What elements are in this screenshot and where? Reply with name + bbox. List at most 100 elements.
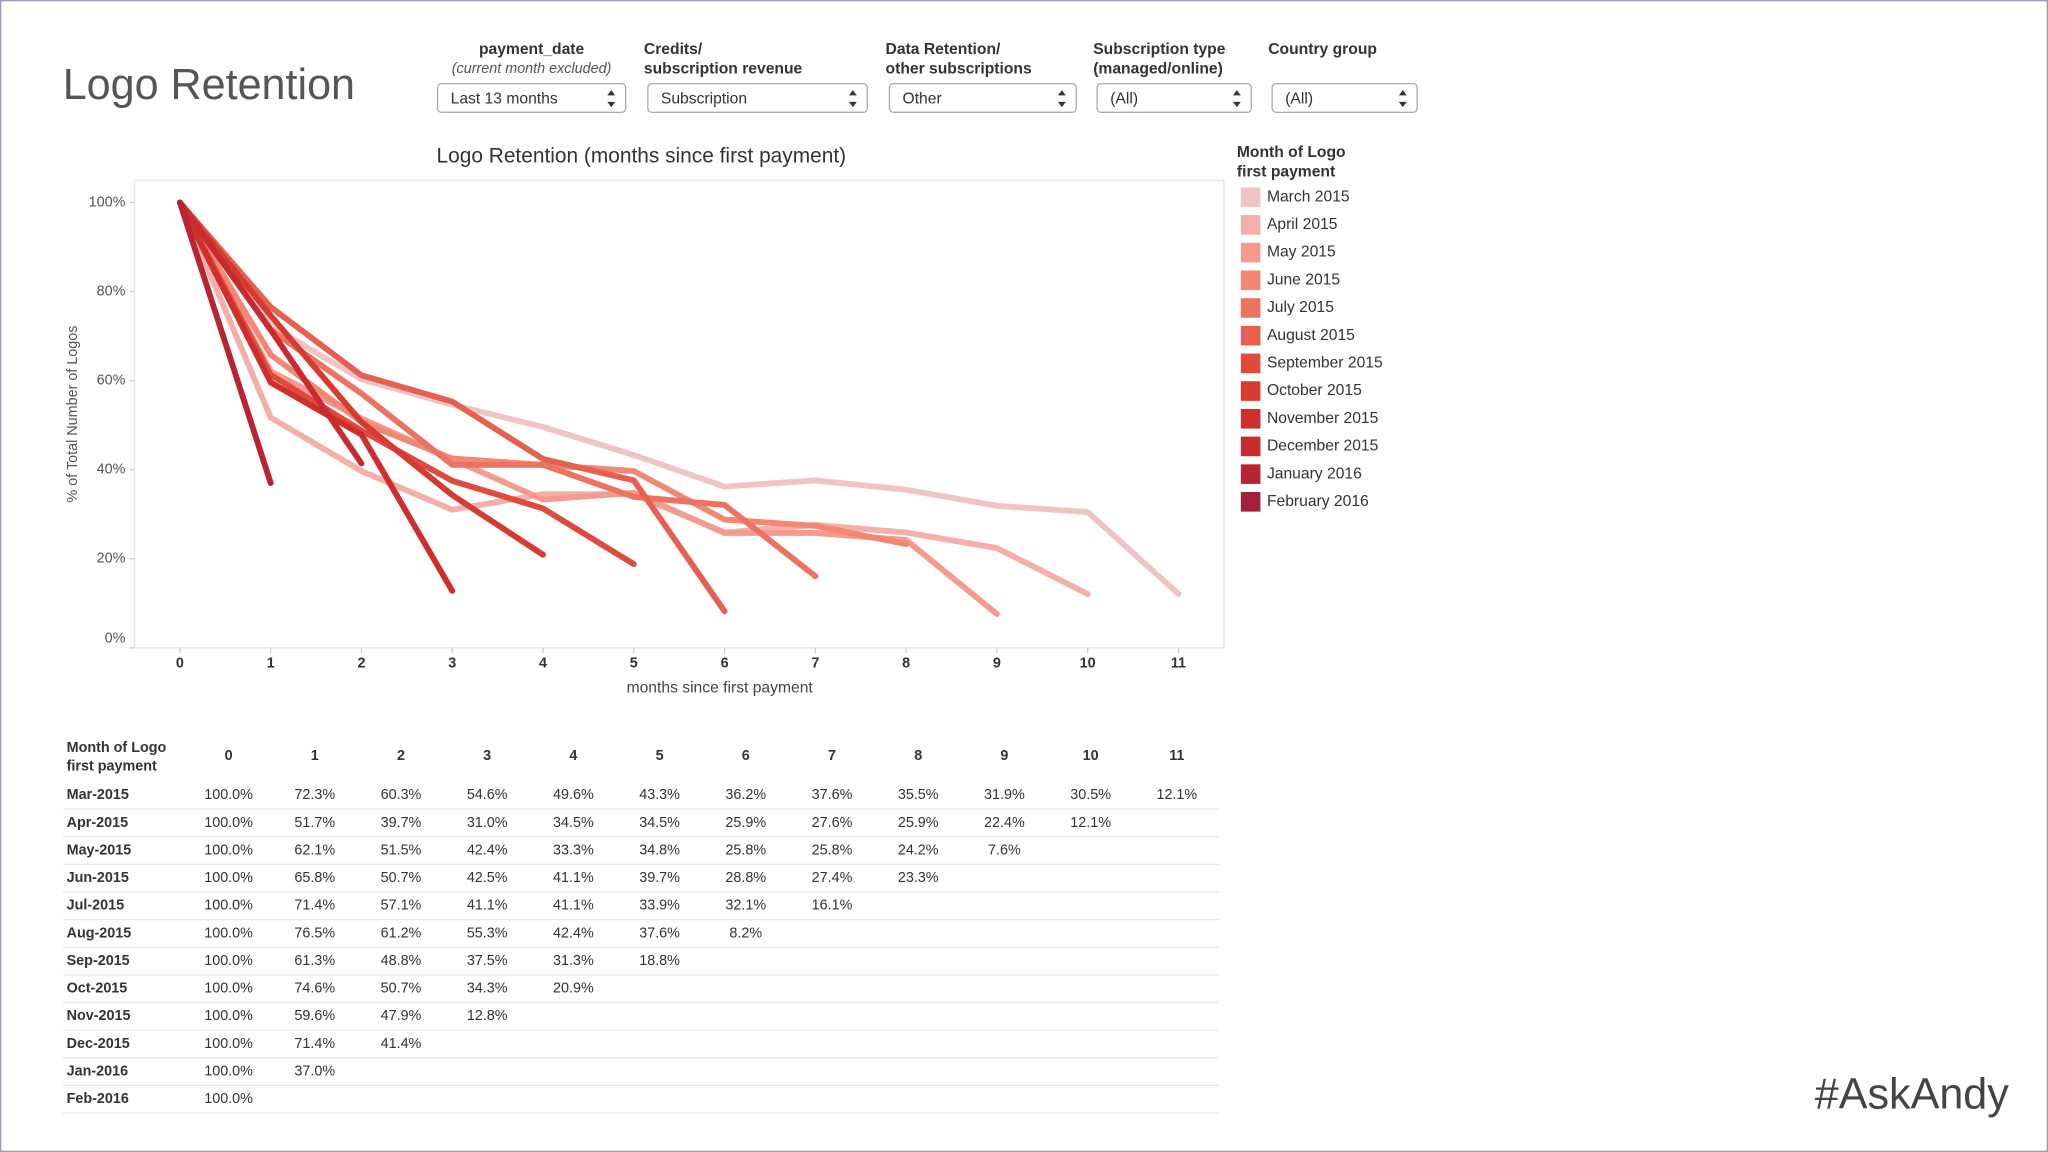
series-line [176,199,274,487]
legend-title: first payment [1237,164,1336,181]
dropdown-arrow [1232,90,1241,108]
table-cell: 100.0% [204,925,253,941]
table-row-label: Mar-2015 [67,787,129,803]
x-axis-label: months since first payment [627,679,814,696]
table-row-label: Dec-2015 [67,1036,130,1052]
legend-swatch [1240,242,1261,263]
legend-label: September 2015 [1267,355,1383,372]
table-header: Month of Logo [67,740,167,756]
table-cell: 100.0% [204,1036,253,1052]
y-tick-label: 40% [97,462,126,478]
legend-swatch [1240,298,1261,318]
table-column-header: 8 [914,748,922,764]
table-cell: 100.0% [204,1063,253,1079]
dropdown-value: (All) [1110,90,1138,107]
legend-label: April 2015 [1267,216,1338,233]
table-cell: 100.0% [204,842,253,858]
table-cell: 7.6% [988,842,1021,858]
table-cell: 100.0% [204,870,253,886]
table-cell: 42.4% [553,925,594,941]
table-row-label: May-2015 [67,842,132,858]
legend-swatch [1240,215,1261,235]
table-cell: 65.8% [294,870,335,886]
dropdown[interactable] [1271,82,1418,113]
dropdown[interactable] [436,82,627,113]
table-cell: 36.2% [725,787,766,803]
table-cell: 100.0% [204,815,253,831]
table-cell: 39.7% [381,815,422,831]
filter-label: (managed/online) [1093,60,1223,77]
table-cell: 74.6% [294,981,335,997]
table-cell: 34.5% [553,815,594,831]
dropdown[interactable] [888,82,1077,113]
table-cell: 57.1% [381,898,422,914]
watermark: #AskAndy [1815,1071,2009,1119]
table-row-label: Aug-2015 [67,925,132,941]
legend-swatch [1240,464,1261,484]
legend-swatch [1240,187,1261,208]
table-cell: 47.9% [381,1008,422,1024]
legend-label: July 2015 [1267,299,1334,316]
filter-label: other subscriptions [886,60,1032,77]
legend-label: January 2016 [1267,465,1362,482]
table-cell: 100.0% [204,981,253,997]
plot-area [133,179,1225,649]
filter-label: Data Retention/ [886,41,1001,58]
table-cell: 27.4% [812,870,853,886]
table-column-header: 10 [1083,748,1099,764]
table-cell: 35.5% [898,787,939,803]
table-cell: 42.4% [467,842,508,858]
table-row-label: Oct-2015 [67,981,128,997]
table-cell: 59.6% [294,1008,335,1024]
table-cell: 54.6% [467,787,508,803]
table-column-header: 0 [225,748,233,764]
x-tick-label: 8 [902,655,910,671]
table-cell: 33.3% [553,842,594,858]
table-row-label: Feb-2016 [67,1091,129,1107]
legend-label: December 2015 [1267,438,1379,455]
table-column-header: 2 [397,748,405,764]
filter-label: Subscription type [1093,41,1226,58]
table-cell: 20.9% [553,981,594,997]
x-tick-label: 6 [721,655,729,671]
x-tick-label: 4 [539,655,547,671]
table-cell: 100.0% [204,898,253,914]
table-cell: 22.4% [984,815,1025,831]
table-column-header: 5 [656,748,664,764]
table-column-header: 7 [828,748,836,764]
y-tick-label: 60% [97,372,126,388]
table-row-label: Jan-2016 [67,1063,128,1079]
table-column-header: 3 [483,748,491,764]
dropdown[interactable] [647,82,868,113]
dropdown[interactable] [1096,82,1252,113]
x-tick-label: 2 [357,655,365,671]
series-line [176,199,1182,597]
legend-swatch [1240,325,1261,346]
table-cell: 49.6% [553,787,594,803]
table-cell: 31.9% [984,787,1025,803]
series-line [176,199,456,594]
y-tick-label: 80% [97,283,126,299]
table-cell: 50.7% [381,981,422,997]
dropdown-arrow [848,90,857,108]
x-tick-label: 11 [1171,655,1186,671]
table-header: first payment [67,758,157,774]
legend-label: February 2016 [1267,493,1369,510]
chart-title: Logo Retention (months since first payme… [437,144,847,167]
table-row-label: Jul-2015 [67,898,124,914]
table-cell: 50.7% [381,870,422,886]
y-tick-label: 0% [105,630,126,646]
table-cell: 37.0% [294,1063,335,1079]
series-line [176,199,728,615]
table-cell: 31.3% [553,953,594,969]
table-cell: 100.0% [204,1091,253,1107]
legend-swatch [1240,381,1261,401]
table-row-label: Jun-2015 [67,870,129,886]
dropdown-arrow [607,90,616,108]
dropdown-value: Last 13 months [451,90,558,107]
table-column-header: 11 [1169,748,1184,764]
table-column-header: 1 [311,748,319,764]
table-cell: 23.3% [898,870,939,886]
